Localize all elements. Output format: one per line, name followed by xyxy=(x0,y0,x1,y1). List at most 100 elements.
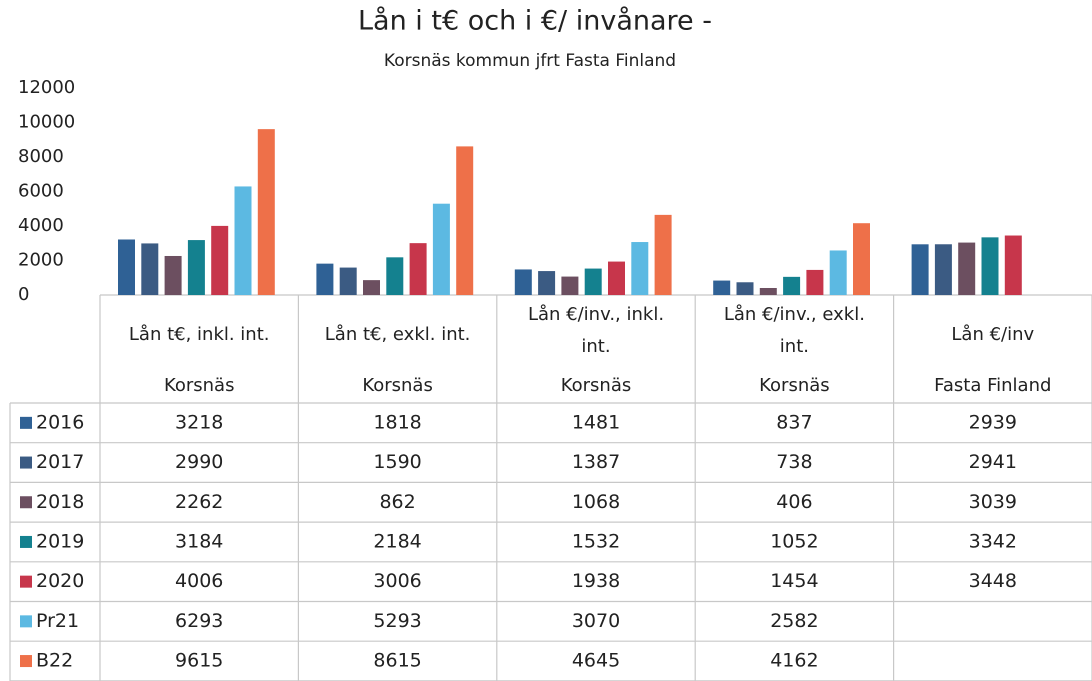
legend-label: Pr21 xyxy=(36,610,79,632)
category-label: Korsnäs xyxy=(362,375,433,396)
y-tick-label: 8000 xyxy=(18,146,64,167)
legend-label: 2018 xyxy=(36,491,84,513)
bar xyxy=(409,243,427,295)
legend-swatch xyxy=(20,575,32,588)
table-value: 3448 xyxy=(969,570,1017,592)
legend-label: 2020 xyxy=(36,570,84,592)
category-label: Lån €/inv., inkl. xyxy=(528,304,664,325)
y-tick-label: 10000 xyxy=(18,112,75,133)
table-value: 8615 xyxy=(373,650,421,672)
table-value: 1532 xyxy=(572,530,620,552)
bar xyxy=(853,223,870,295)
table-value: 837 xyxy=(776,411,812,433)
table-value: 4162 xyxy=(770,650,818,672)
category-label: Korsnäs xyxy=(164,375,235,396)
table-value: 1052 xyxy=(770,530,818,552)
y-tick-label: 0 xyxy=(18,284,29,305)
bar xyxy=(631,242,649,295)
table-value: 4006 xyxy=(175,570,223,592)
table-value: 738 xyxy=(776,451,812,473)
table-value: 1938 xyxy=(572,570,620,592)
legend-label: 2019 xyxy=(36,530,84,552)
category-label: Lån t€, inkl. int. xyxy=(129,324,270,345)
bar xyxy=(538,271,556,295)
legend-swatch xyxy=(20,615,32,628)
legend-label: 2016 xyxy=(36,411,84,433)
category-label: Korsnäs xyxy=(759,375,830,396)
bar xyxy=(561,276,579,295)
bar xyxy=(654,214,672,295)
bar xyxy=(257,129,275,295)
bar xyxy=(363,280,380,295)
legend-swatch xyxy=(20,535,32,548)
legend-label: 2017 xyxy=(36,451,84,473)
table-value: 3342 xyxy=(969,530,1017,552)
bar xyxy=(514,269,532,295)
legend-swatch xyxy=(20,655,32,668)
table-value: 3039 xyxy=(969,491,1017,513)
table-value: 3070 xyxy=(572,610,620,632)
chart-subtitle: Korsnäs kommun jfrt Fasta Finland xyxy=(384,51,676,71)
table-value: 1068 xyxy=(572,491,620,513)
y-tick-label: 6000 xyxy=(18,181,64,202)
legend-swatch xyxy=(20,456,32,469)
bar xyxy=(386,257,404,295)
y-tick-label: 4000 xyxy=(18,215,64,236)
table-value: 2941 xyxy=(969,451,1017,473)
bar xyxy=(981,237,999,295)
category-label: Lån €/inv xyxy=(951,324,1034,345)
bar xyxy=(187,240,205,295)
bar xyxy=(911,244,929,295)
category-label: Lån t€, exkl. int. xyxy=(325,324,471,345)
chart-title: Lån i t€ och i €/ invånare - xyxy=(358,6,712,37)
table-value: 3184 xyxy=(175,530,223,552)
table-value: 4645 xyxy=(572,650,620,672)
table-value: 2990 xyxy=(175,451,223,473)
y-tick-label: 12000 xyxy=(18,77,75,98)
bar xyxy=(783,276,801,295)
bar xyxy=(118,239,135,295)
category-label: Fasta Finland xyxy=(934,375,1051,396)
y-tick-label: 2000 xyxy=(18,250,64,271)
bar xyxy=(141,243,159,295)
table-value: 2582 xyxy=(770,610,818,632)
table-value: 1818 xyxy=(373,411,421,433)
table-value: 862 xyxy=(379,491,415,513)
bar xyxy=(316,263,334,295)
table-value: 9615 xyxy=(175,650,223,672)
table-value: 3218 xyxy=(175,411,223,433)
bar xyxy=(1004,235,1022,295)
category-label: Lån €/inv., exkl. xyxy=(724,304,865,325)
table-value: 2939 xyxy=(969,411,1017,433)
bar xyxy=(806,269,824,295)
category-label: Korsnäs xyxy=(561,375,632,396)
bar xyxy=(829,250,847,295)
bar xyxy=(608,261,625,295)
table-value: 1454 xyxy=(770,570,818,592)
table-value: 3006 xyxy=(373,570,421,592)
bar xyxy=(584,268,602,295)
bar xyxy=(736,282,754,295)
bar xyxy=(339,267,357,295)
category-label: int. xyxy=(581,336,610,357)
table-value: 2262 xyxy=(175,491,223,513)
table-value: 406 xyxy=(776,491,812,513)
bar xyxy=(234,186,252,295)
bar xyxy=(211,225,229,295)
bar xyxy=(432,203,450,295)
table-value: 2184 xyxy=(373,530,421,552)
bar xyxy=(934,244,952,295)
legend-swatch xyxy=(20,416,32,429)
bar xyxy=(456,146,474,295)
table-value: 1387 xyxy=(572,451,620,473)
bar xyxy=(164,255,182,295)
legend-label: B22 xyxy=(36,650,73,672)
table-value: 6293 xyxy=(175,610,223,632)
category-label: int. xyxy=(780,336,809,357)
bar xyxy=(759,287,777,295)
bar xyxy=(958,242,976,295)
bar xyxy=(713,280,731,295)
table-value: 1590 xyxy=(373,451,421,473)
table-value: 1481 xyxy=(572,411,620,433)
